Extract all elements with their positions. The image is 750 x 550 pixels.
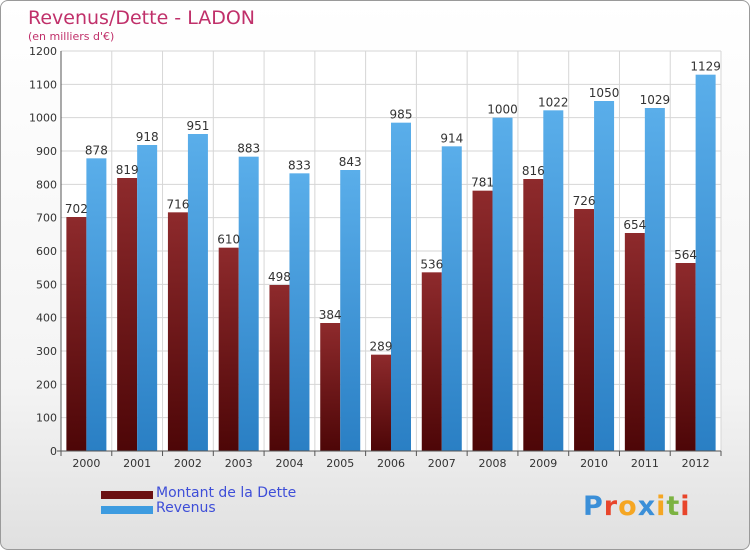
data-label-dette: 610 — [217, 233, 240, 247]
data-label-revenus: 951 — [186, 119, 209, 133]
data-label-dette: 726 — [573, 194, 596, 208]
data-label-dette: 536 — [420, 257, 443, 271]
x-tick-label: 2008 — [479, 457, 507, 470]
x-tick-label: 2003 — [225, 457, 253, 470]
proxiti-logo: Proxiti — [583, 491, 691, 522]
logo-letter: P — [583, 491, 604, 522]
bar-dette — [472, 190, 493, 451]
x-tick-label: 2004 — [275, 457, 303, 470]
x-tick-label: 2011 — [631, 457, 659, 470]
logo-letter: i — [656, 491, 667, 522]
data-label-revenus: 878 — [85, 143, 108, 157]
x-tick-label: 2002 — [174, 457, 202, 470]
data-label-revenus: 843 — [339, 155, 362, 169]
bar-revenus — [187, 134, 208, 451]
bar-revenus — [492, 117, 513, 452]
logo-letter: r — [603, 491, 619, 522]
bar-revenus — [441, 146, 462, 452]
bar-revenus — [594, 101, 615, 451]
y-tick-label: 800 — [36, 178, 57, 191]
bar-revenus — [86, 158, 107, 452]
bar-dette — [117, 178, 138, 451]
y-tick-label: 1200 — [29, 45, 57, 58]
x-tick-label: 2009 — [529, 457, 557, 470]
bar-dette — [269, 285, 290, 451]
y-tick-label: 700 — [36, 212, 57, 225]
bar-dette — [218, 247, 239, 451]
y-tick-label: 1100 — [29, 78, 57, 91]
bar-dette — [66, 217, 87, 451]
bar-dette — [371, 354, 391, 451]
data-label-dette: 384 — [319, 308, 342, 322]
x-tick-label: 2005 — [326, 457, 354, 470]
chart-subtitle: (en milliers d'€) — [28, 30, 115, 43]
bar-revenus — [340, 170, 361, 451]
x-tick-label: 2010 — [580, 457, 608, 470]
bar-revenus — [695, 74, 716, 452]
data-label-dette: 819 — [116, 163, 139, 177]
y-tick-label: 0 — [50, 445, 57, 458]
data-label-dette: 654 — [623, 218, 646, 232]
x-tick-label: 2000 — [72, 457, 100, 470]
y-tick-label: 200 — [36, 378, 57, 391]
data-label-revenus: 985 — [390, 108, 413, 122]
bar-revenus — [137, 145, 158, 451]
y-tick-label: 300 — [36, 345, 57, 358]
data-label-dette: 289 — [370, 340, 393, 354]
y-tick-label: 600 — [36, 245, 57, 258]
data-label-revenus: 883 — [237, 142, 260, 156]
bar-dette — [320, 323, 341, 451]
data-label-dette: 564 — [674, 248, 697, 262]
x-tick-label: 2007 — [428, 457, 456, 470]
bar-dette — [624, 233, 645, 451]
legend-label-revenus: Revenus — [156, 500, 216, 516]
bar-revenus — [543, 110, 564, 451]
x-tick-label: 2001 — [123, 457, 151, 470]
bar-revenus — [644, 108, 665, 451]
bar-dette — [167, 212, 188, 451]
bar-dette — [675, 263, 696, 451]
data-label-dette: 716 — [166, 197, 189, 211]
data-label-revenus: 914 — [440, 131, 463, 145]
data-label-dette: 498 — [268, 270, 291, 284]
legend-swatch-revenus — [101, 506, 153, 514]
data-label-dette: 816 — [522, 164, 545, 178]
y-tick-label: 1000 — [29, 112, 57, 125]
logo-letter: i — [680, 491, 691, 522]
bar-dette — [574, 209, 595, 451]
data-label-dette: 702 — [65, 202, 88, 216]
y-tick-label: 100 — [36, 412, 57, 425]
data-label-revenus: 1022 — [538, 95, 569, 109]
logo-letter: o — [618, 491, 638, 522]
bar-revenus — [289, 173, 310, 452]
data-label-revenus: 833 — [288, 158, 311, 172]
data-label-revenus: 1050 — [589, 86, 620, 100]
chart-title: Revenus/Dette - LADON — [28, 7, 256, 29]
logo-letter: x — [637, 491, 657, 522]
y-tick-label: 500 — [36, 278, 57, 291]
bar-dette — [523, 179, 544, 451]
y-tick-label: 400 — [36, 312, 57, 325]
legend-label-debt: Montant de la Dette — [156, 485, 297, 501]
data-label-revenus: 918 — [136, 130, 159, 144]
x-tick-label: 2006 — [377, 457, 405, 470]
bar-revenus — [391, 122, 411, 452]
y-tick-label: 900 — [36, 145, 57, 158]
data-label-revenus: 1000 — [487, 103, 518, 117]
legend-swatch-debt — [101, 491, 153, 499]
x-tick-label: 2012 — [682, 457, 710, 470]
data-label-dette: 781 — [471, 176, 494, 190]
bar-dette — [421, 272, 442, 451]
data-label-revenus: 1129 — [690, 60, 721, 74]
data-label-revenus: 1029 — [640, 93, 671, 107]
bar-revenus — [238, 156, 259, 451]
logo-letter: t — [666, 491, 681, 522]
